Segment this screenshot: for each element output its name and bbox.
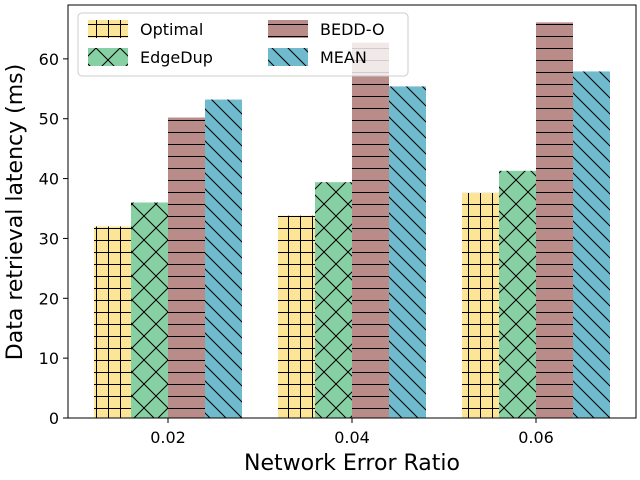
y-axis-label: Data retrieval latency (ms) (3, 64, 28, 360)
y-tick-label: 20 (39, 289, 59, 308)
bar-optimal-0-04 (278, 216, 315, 418)
y-tick-label: 0 (49, 409, 59, 428)
legend-swatch-optimal (88, 20, 128, 38)
legend-swatch-bedd-o (268, 20, 308, 38)
x-axis: 0.02 0.04 0.06 (150, 418, 554, 447)
y-tick-label: 10 (39, 349, 59, 368)
x-axis-label: Network Error Ratio (244, 451, 460, 476)
y-tick-label: 50 (39, 110, 59, 129)
legend: Optimal EdgeDup BEDD-O MEAN (78, 13, 408, 76)
y-tick-label: 40 (39, 170, 59, 189)
bar-bedd-o-0-06 (536, 22, 573, 418)
bar-mean-0-02 (205, 100, 242, 418)
bar-edgedup-0-04 (315, 182, 352, 418)
legend-label-bedd-o: BEDD-O (320, 20, 385, 39)
bar-mean-0-04 (389, 86, 426, 418)
y-tick-label: 30 (39, 229, 59, 248)
legend-label-optimal: Optimal (140, 20, 203, 39)
bar-mean-0-06 (573, 71, 610, 418)
bar-bedd-o-0-04 (352, 43, 389, 418)
legend-label-edgedup: EdgeDup (140, 48, 213, 67)
x-tick-label: 0.04 (334, 428, 370, 447)
x-tick-label: 0.02 (150, 428, 186, 447)
bars-layer (94, 22, 610, 418)
legend-label-mean: MEAN (320, 48, 367, 67)
bar-optimal-0-06 (462, 193, 499, 418)
bar-edgedup-0-02 (131, 203, 168, 418)
bar-bedd-o-0-02 (168, 118, 205, 418)
bar-edgedup-0-06 (499, 171, 536, 418)
y-axis: 0 10 20 30 40 50 60 (39, 50, 68, 428)
x-tick-label: 0.06 (518, 428, 554, 447)
bar-optimal-0-02 (94, 226, 131, 418)
y-tick-label: 60 (39, 50, 59, 69)
legend-swatch-mean (268, 48, 308, 66)
legend-swatch-edgedup (88, 48, 128, 66)
